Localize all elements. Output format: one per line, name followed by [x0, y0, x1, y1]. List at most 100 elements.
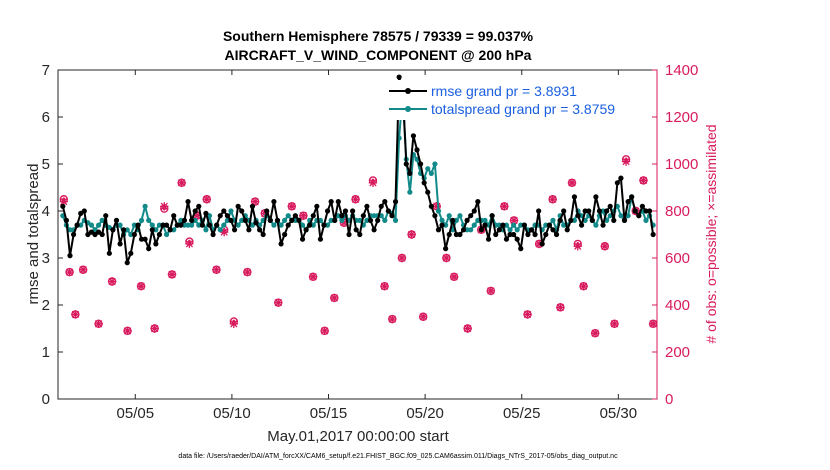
obs-assimilated-marker [639, 176, 648, 185]
rmse-point [578, 222, 585, 228]
totalspread-point [425, 166, 431, 172]
obs-assimilated-marker [351, 195, 360, 204]
rmse-point [189, 217, 195, 223]
obs-assimilated-marker [548, 195, 557, 204]
obs-assimilated-marker [229, 319, 239, 328]
rmse-point [346, 231, 352, 238]
rmse-point [639, 203, 646, 209]
totalspread-point [299, 222, 306, 228]
chart-title: Southern Hemisphere 78575 / 79339 = 99.0… [223, 28, 534, 44]
obs-assimilated-marker [136, 282, 146, 291]
rmse-point [196, 203, 202, 209]
obs-assimilated-marker [486, 286, 496, 296]
obs-assimilated-marker [320, 326, 329, 336]
rmse-point [446, 231, 452, 238]
axes-layer: 0 1 2 3 4 5 6 7 0 200 400 600 800 1000 1200 1400 05/05 05… [42, 62, 699, 422]
y2-tick-label: 800 [665, 203, 690, 220]
obs-assimilated-marker [250, 197, 260, 206]
legend-rmse-label: rmse grand pr = 3.8931 [431, 83, 577, 99]
rmse-point [324, 208, 331, 214]
rmse-point [224, 213, 231, 219]
rmse-point [596, 208, 603, 214]
rmse-point [299, 236, 306, 242]
rmse-point [307, 222, 313, 228]
rmse-point [210, 231, 216, 238]
rmse-point [489, 213, 495, 219]
y2-tick-label: 1200 [665, 109, 698, 126]
rmse-point [160, 222, 166, 228]
rmse-point [500, 222, 506, 228]
obs-assimilated-marker [78, 265, 88, 274]
obs-assimilated-marker [167, 270, 177, 279]
rmse-point [314, 203, 320, 209]
rmse-point [417, 161, 424, 167]
rmse-point [167, 227, 173, 233]
obs-assimilated-marker [202, 195, 211, 204]
obs-assimilated-marker [65, 267, 74, 277]
obs-assimilated-marker [330, 293, 339, 303]
obs-assimilated-marker [397, 253, 407, 263]
totalspread-point [310, 222, 316, 228]
rmse-point [475, 199, 481, 205]
totalspread-point [221, 222, 227, 228]
obs-assimilated-marker [590, 329, 600, 338]
totalspread-point [181, 222, 188, 228]
totalspread-point [511, 222, 517, 228]
rmse-point [611, 217, 617, 223]
totalspread-point [335, 213, 341, 219]
totalspread-point [278, 222, 284, 228]
rmse-point [389, 213, 395, 219]
obs-assimilated-marker [274, 298, 283, 307]
rmse-point [618, 175, 624, 181]
x-tick-label: 05/25 [503, 405, 541, 422]
y2-tick-label: 600 [665, 250, 690, 267]
totalspread-point [457, 213, 463, 219]
rmse-point [367, 217, 374, 223]
rmse-point [403, 161, 409, 167]
rmse-point [282, 231, 288, 238]
rmse-point [231, 227, 238, 233]
rmse-point [271, 199, 277, 205]
totalspread-point [163, 231, 170, 238]
rmse-point [128, 250, 134, 256]
legend-rmse-marker [405, 88, 411, 94]
rmse-point [235, 203, 241, 209]
totalspread-point [282, 217, 288, 223]
totalspread-point [178, 217, 184, 223]
obs-assimilated-marker [177, 178, 186, 187]
rmse-point [228, 217, 234, 223]
rmse-point [453, 231, 459, 238]
totalspread-point [471, 222, 477, 228]
rmse-point [375, 217, 381, 223]
rmse-point [203, 210, 209, 216]
rmse-point [138, 236, 145, 242]
totalspread-point [156, 222, 163, 228]
rmse-point [110, 227, 116, 233]
rmse-point [539, 241, 545, 247]
rmse-point [239, 208, 245, 214]
totalspread-point [324, 222, 331, 228]
rmse-point [428, 203, 434, 209]
y2-axis-label: # of obs: o=possible; ×=assimilated [703, 124, 719, 343]
rmse-point [199, 222, 205, 228]
obs-assimilated-marker [94, 319, 103, 328]
rmse-point [74, 222, 80, 228]
rmse-point [181, 217, 188, 223]
rmse-point [63, 217, 70, 223]
rmse-point [614, 180, 620, 186]
rmse-point [153, 241, 159, 247]
rmse-point [543, 231, 549, 238]
obs-assimilated-marker [260, 209, 269, 218]
rmse-point [289, 217, 295, 223]
series-layer [60, 74, 656, 266]
rmse-point [256, 227, 263, 233]
totalspread-point [625, 213, 631, 219]
totalspread-point [507, 227, 513, 233]
rmse-point [174, 222, 180, 228]
rmse-point [593, 194, 599, 200]
totalspread-point [67, 227, 73, 233]
rmse-point [586, 208, 592, 214]
totalspread-point [643, 217, 649, 223]
rmse-point [421, 180, 427, 186]
obs-assimilated-marker [192, 211, 202, 220]
